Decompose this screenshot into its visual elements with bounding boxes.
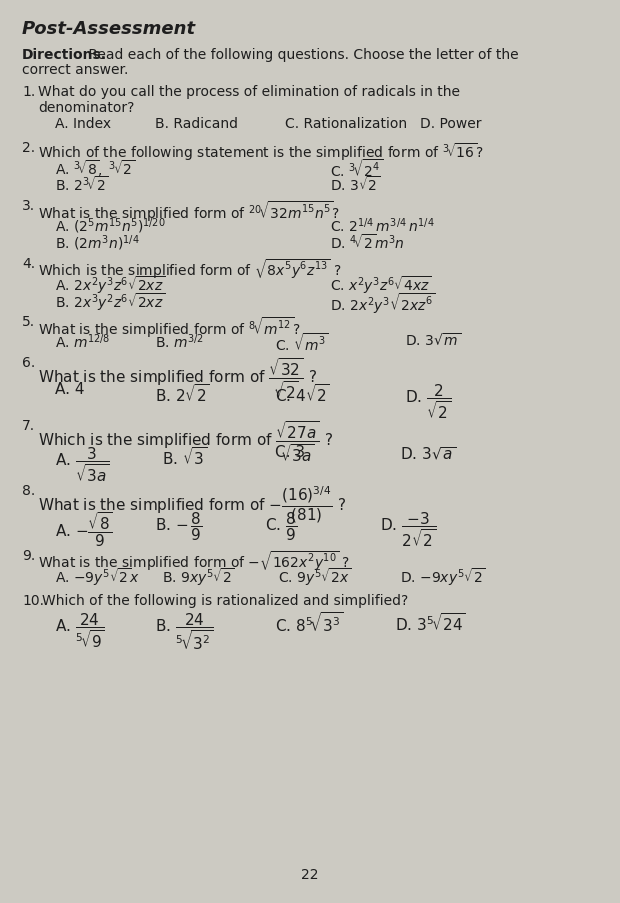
Text: 2.: 2. <box>22 142 35 155</box>
Text: D. $\dfrac{-3}{2\sqrt{2}}$: D. $\dfrac{-3}{2\sqrt{2}}$ <box>380 510 436 549</box>
Text: Directions.: Directions. <box>22 48 107 62</box>
Text: Post-Assessment: Post-Assessment <box>22 20 196 38</box>
Text: A. $\dfrac{24}{^5\!\sqrt{9}}$: A. $\dfrac{24}{^5\!\sqrt{9}}$ <box>55 610 105 649</box>
Text: Which is the simplified form of $\sqrt{8x^5y^6z^{13}}$ ?: Which is the simplified form of $\sqrt{8… <box>38 257 342 281</box>
Text: D. $2x^2y^3\sqrt{2xz^6}$: D. $2x^2y^3\sqrt{2xz^6}$ <box>330 291 435 316</box>
Text: What is the simplified form of $-\dfrac{(16)^{3/4}}{(81)}$ ?: What is the simplified form of $-\dfrac{… <box>38 484 347 525</box>
Text: Read each of the following questions. Choose the letter of the: Read each of the following questions. Ch… <box>84 48 518 62</box>
Text: C. Rationalization: C. Rationalization <box>285 117 407 131</box>
Text: What is the simplified form of $-\sqrt{162x^2y^{10}}$ ?: What is the simplified form of $-\sqrt{1… <box>38 549 350 573</box>
Text: What is the simplified form of $\dfrac{\sqrt{32}}{\sqrt{2}}$ ?: What is the simplified form of $\dfrac{\… <box>38 356 317 401</box>
Text: B. $m^{3/2}$: B. $m^{3/2}$ <box>155 332 204 350</box>
Text: denominator?: denominator? <box>38 100 135 115</box>
Text: C. $\dfrac{8}{9}$: C. $\dfrac{8}{9}$ <box>265 510 297 543</box>
Text: 22: 22 <box>301 867 319 881</box>
Text: A. $\dfrac{3}{\sqrt{3a}}$: A. $\dfrac{3}{\sqrt{3a}}$ <box>55 445 109 484</box>
Text: D. $^4\!\sqrt{2}m^3n$: D. $^4\!\sqrt{2}m^3n$ <box>330 233 405 252</box>
Text: 4.: 4. <box>22 257 35 271</box>
Text: 1.: 1. <box>22 85 35 99</box>
Text: C. $2^{1/4}\,m^{3/4}\,n^{1/4}$: C. $2^{1/4}\,m^{3/4}\,n^{1/4}$ <box>330 216 435 235</box>
Text: A. Index: A. Index <box>55 117 111 131</box>
Text: C. $9y^5\sqrt{2x}$: C. $9y^5\sqrt{2x}$ <box>278 566 351 588</box>
Text: C. $x^2y^3z^6\sqrt{4xz}$: C. $x^2y^3z^6\sqrt{4xz}$ <box>330 275 432 296</box>
Text: 7.: 7. <box>22 419 35 433</box>
Text: D. $3\sqrt{m}$: D. $3\sqrt{m}$ <box>405 332 461 349</box>
Text: D. $3^5\!\sqrt{24}$: D. $3^5\!\sqrt{24}$ <box>395 610 466 633</box>
Text: A. $2x^2y^3z^6\sqrt{2xz}$: A. $2x^2y^3z^6\sqrt{2xz}$ <box>55 275 165 296</box>
Text: B. $2x^3y^2z^6\sqrt{2xz}$: B. $2x^3y^2z^6\sqrt{2xz}$ <box>55 291 165 313</box>
Text: A. $-9y^5\sqrt{2}x$: A. $-9y^5\sqrt{2}x$ <box>55 566 140 588</box>
Text: D. Power: D. Power <box>420 117 482 131</box>
Text: B. $(2m^3n)^{1/4}$: B. $(2m^3n)^{1/4}$ <box>55 233 140 253</box>
Text: D. $-9xy^5\sqrt{2}$: D. $-9xy^5\sqrt{2}$ <box>400 566 485 588</box>
Text: 9.: 9. <box>22 549 35 563</box>
Text: Which of the following statement is the simplified form of $^3\!\sqrt{16}$?: Which of the following statement is the … <box>38 142 484 163</box>
Text: 3.: 3. <box>22 200 35 213</box>
Text: D. $3\sqrt{a}$: D. $3\sqrt{a}$ <box>400 445 456 462</box>
Text: What is the simplified form of $^8\!\sqrt{m^{12}}$?: What is the simplified form of $^8\!\sqr… <box>38 315 300 340</box>
Text: C. 3: C. 3 <box>275 445 305 460</box>
Text: D. $3\sqrt{2}$: D. $3\sqrt{2}$ <box>330 175 381 194</box>
Text: C. $4\sqrt{2}$: C. $4\sqrt{2}$ <box>275 382 330 404</box>
Text: B. $2\sqrt{2}$: B. $2\sqrt{2}$ <box>155 382 210 404</box>
Text: B. $\dfrac{24}{^5\!\sqrt{3^2}}$: B. $\dfrac{24}{^5\!\sqrt{3^2}}$ <box>155 610 214 651</box>
Text: D. $\dfrac{2}{\sqrt{2}}$: D. $\dfrac{2}{\sqrt{2}}$ <box>405 382 451 421</box>
Text: A. 4: A. 4 <box>55 382 84 397</box>
Text: C. $\sqrt{m^3}$: C. $\sqrt{m^3}$ <box>275 332 329 354</box>
Text: 10.: 10. <box>22 594 44 608</box>
Text: B. $-\,\dfrac{8}{9}$: B. $-\,\dfrac{8}{9}$ <box>155 510 202 543</box>
Text: What do you call the process of elimination of radicals in the: What do you call the process of eliminat… <box>38 85 460 99</box>
Text: A. $-\dfrac{\sqrt{8}}{9}$: A. $-\dfrac{\sqrt{8}}{9}$ <box>55 510 113 549</box>
Text: correct answer.: correct answer. <box>22 63 128 78</box>
Text: B. $2^3\!\sqrt{2}$: B. $2^3\!\sqrt{2}$ <box>55 175 108 194</box>
Text: 6.: 6. <box>22 356 35 370</box>
Text: C. $8^5\!\sqrt{3^3}$: C. $8^5\!\sqrt{3^3}$ <box>275 610 343 635</box>
Text: C. $^3\!\sqrt{2^4}$: C. $^3\!\sqrt{2^4}$ <box>330 158 383 180</box>
Text: B. $\sqrt{3}$: B. $\sqrt{3}$ <box>162 445 207 467</box>
Text: A. $(2^5m^{15}n^5)^{1/20}$: A. $(2^5m^{15}n^5)^{1/20}$ <box>55 216 166 236</box>
Text: What is the simplified form of $^{20}\!\sqrt{32m^{15}n^5}$?: What is the simplified form of $^{20}\!\… <box>38 200 340 224</box>
Text: 8.: 8. <box>22 484 35 498</box>
Text: Which of the following is rationalized and simplified?: Which of the following is rationalized a… <box>42 594 408 608</box>
Text: Which is the simplified form of $\dfrac{\sqrt{27a}}{\sqrt{3a}}$ ?: Which is the simplified form of $\dfrac{… <box>38 419 334 463</box>
Text: B. $9xy^5\sqrt{2}$: B. $9xy^5\sqrt{2}$ <box>162 566 235 588</box>
Text: 5.: 5. <box>22 315 35 329</box>
Text: A. $m^{12/8}$: A. $m^{12/8}$ <box>55 332 110 350</box>
Text: B. Radicand: B. Radicand <box>155 117 238 131</box>
Text: A. $^3\!\sqrt{8},\;^3\!\sqrt{2}$: A. $^3\!\sqrt{8},\;^3\!\sqrt{2}$ <box>55 158 135 179</box>
